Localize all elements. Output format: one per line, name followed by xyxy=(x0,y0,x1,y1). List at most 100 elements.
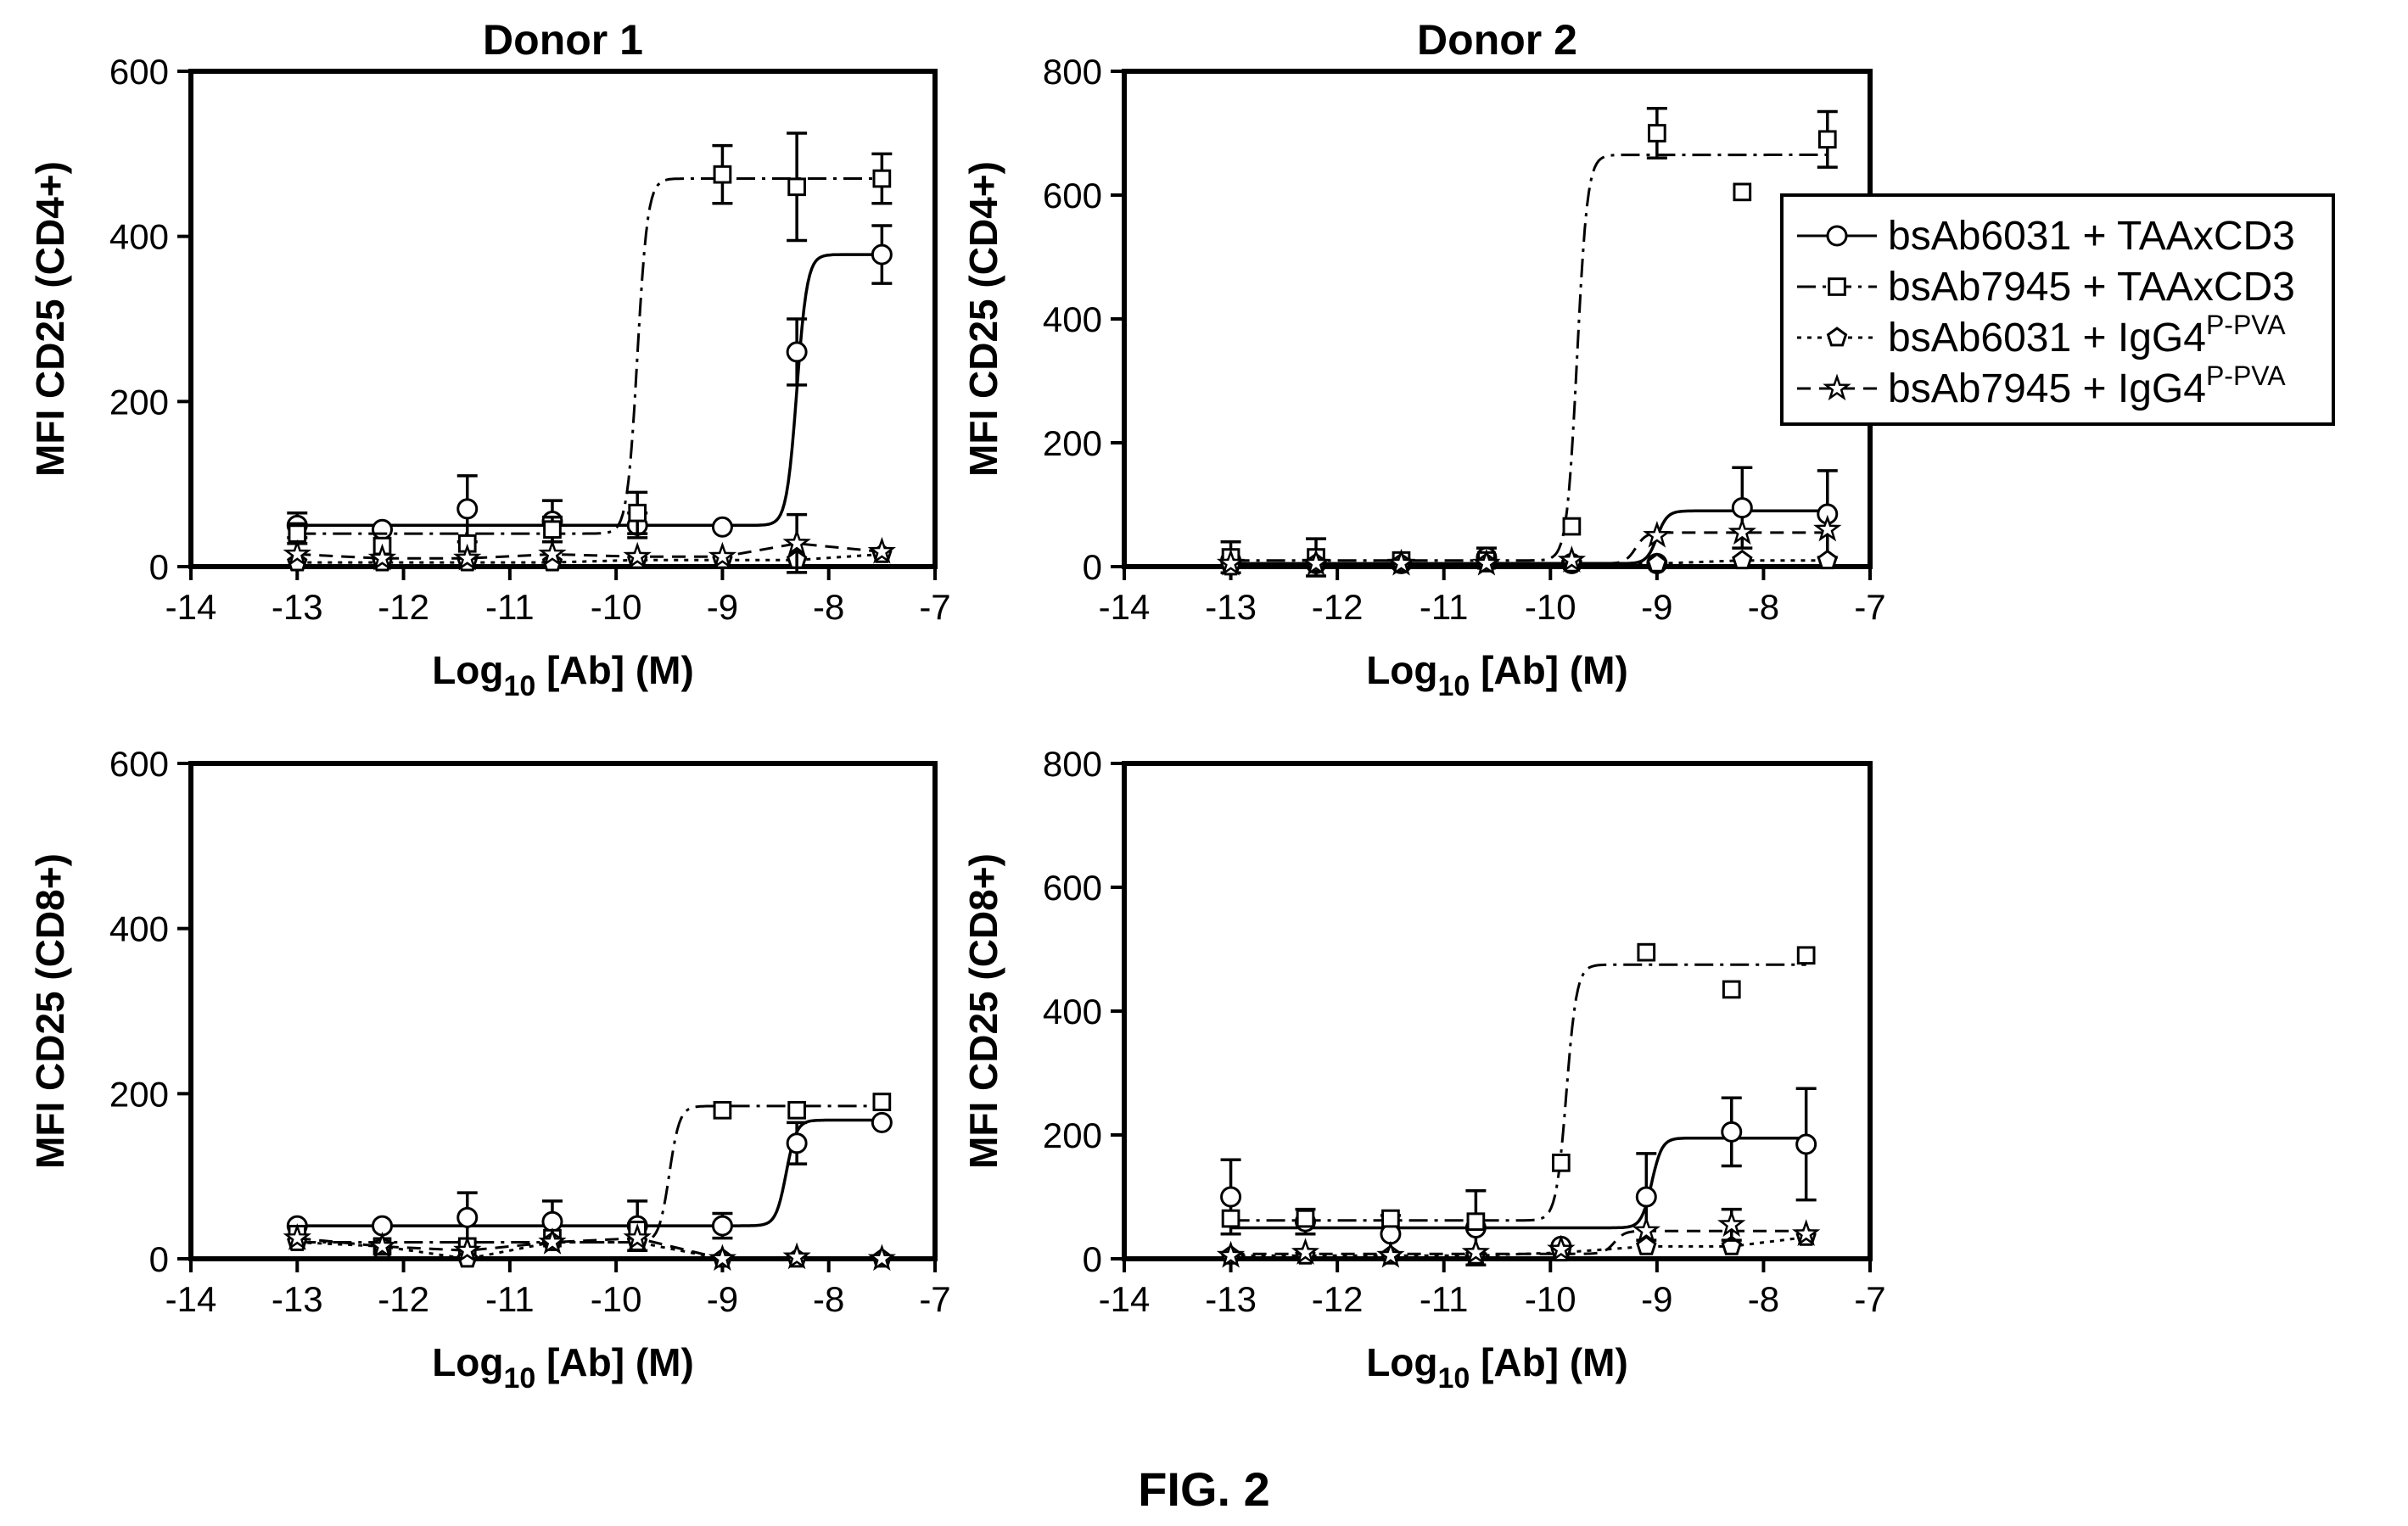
y-tick-label: 200 xyxy=(109,382,169,422)
x-tick-label: -12 xyxy=(1312,587,1364,627)
data-point xyxy=(1817,549,1838,570)
data-point xyxy=(1291,1238,1320,1265)
data-point xyxy=(1817,130,1837,149)
x-tick-label: -11 xyxy=(485,1279,535,1319)
data-point xyxy=(1643,521,1672,548)
series-curve xyxy=(1230,1136,1806,1230)
data-point xyxy=(711,516,733,538)
y-tick-label: 600 xyxy=(109,744,169,784)
data-point xyxy=(283,539,312,567)
legend-label: bsAb6031 + IgG4P-PVA xyxy=(1888,310,2286,361)
x-tick-label: -12 xyxy=(378,587,429,627)
data-point xyxy=(1562,517,1582,536)
data-point xyxy=(787,177,806,197)
data-point xyxy=(1635,1186,1657,1208)
data-point xyxy=(538,539,567,567)
data-point xyxy=(1732,549,1753,570)
x-tick-label: -11 xyxy=(1420,587,1469,627)
data-point xyxy=(1461,1238,1491,1265)
x-tick-label: -7 xyxy=(1854,587,1885,627)
plot-frame xyxy=(1122,761,1873,1261)
data-point xyxy=(872,169,892,188)
data-point xyxy=(1386,548,1416,576)
data-point xyxy=(787,1100,806,1120)
data-point xyxy=(453,543,482,571)
series-curve xyxy=(297,253,882,528)
figure-caption: FIG. 2 xyxy=(1138,1462,1270,1516)
data-point xyxy=(456,1206,479,1228)
x-axis-label: Log10 [Ab] (M) xyxy=(432,648,694,702)
series-2 xyxy=(1221,942,1816,1232)
x-tick-label: -7 xyxy=(919,587,950,627)
legend-marker xyxy=(1823,373,1851,401)
data-point xyxy=(782,528,811,556)
data-point xyxy=(713,1100,732,1120)
data-point xyxy=(786,341,808,363)
data-point xyxy=(1216,1240,1246,1268)
data-point xyxy=(1791,1219,1821,1246)
x-tick-label: -10 xyxy=(1525,587,1576,627)
legend-label-text: bsAb7945 + IgG4 xyxy=(1888,366,2206,411)
x-tick-label: -7 xyxy=(1854,1279,1885,1319)
x-tick-label: -13 xyxy=(1205,1279,1257,1319)
data-point xyxy=(1721,1121,1743,1143)
x-tick-label: -9 xyxy=(1641,1279,1672,1319)
x-axis-label-part: [Ab] (M) xyxy=(1470,1340,1627,1384)
data-point xyxy=(1221,1209,1240,1228)
data-point xyxy=(367,543,397,571)
data-point xyxy=(1637,942,1656,962)
series-curve xyxy=(297,1237,882,1260)
data-point xyxy=(367,1231,397,1259)
x-tick-label: -14 xyxy=(1099,587,1151,627)
legend-label: bsAb6031 + TAAxCD3 xyxy=(1888,214,2295,259)
data-point xyxy=(1731,497,1753,519)
x-tick-label: -14 xyxy=(165,587,217,627)
legend-entry: bsAb6031 + IgG4P-PVA xyxy=(1797,310,2286,361)
y-tick-label: 600 xyxy=(109,52,169,92)
data-point xyxy=(711,1215,733,1237)
data-point xyxy=(1472,548,1501,576)
y-tick-label: 400 xyxy=(109,909,169,949)
y-tick-label: 0 xyxy=(1083,547,1102,587)
x-axis-label-part: [Ab] (M) xyxy=(535,648,693,692)
x-tick-label: -13 xyxy=(272,587,323,627)
data-point xyxy=(708,541,737,569)
legend-marker xyxy=(1826,225,1848,247)
x-axis-label-part: [Ab] (M) xyxy=(535,1340,693,1384)
series-1 xyxy=(1220,1087,1817,1267)
plot-frame xyxy=(1122,69,1873,569)
data-point xyxy=(1557,545,1587,573)
x-axis-label: Log10 [Ab] (M) xyxy=(432,1340,694,1395)
series-curve xyxy=(1230,154,1828,562)
data-point xyxy=(1376,1240,1405,1268)
y-tick-label: 0 xyxy=(149,547,169,587)
x-tick-label: -8 xyxy=(1748,587,1779,627)
data-point xyxy=(1636,1235,1657,1255)
panel-title: Donor 1 xyxy=(483,16,643,64)
x-tick-label: -13 xyxy=(1205,587,1257,627)
data-point xyxy=(456,498,479,520)
legend-label-text: bsAb6031 + IgG4 xyxy=(1888,316,2206,361)
data-point xyxy=(1302,548,1330,576)
data-point xyxy=(1551,1154,1571,1172)
x-tick-label: -11 xyxy=(485,587,535,627)
chart-panel-4: 0 200 400 600 800 -14 -13 -12 -11 -10 -9 -8 -7 Log10 … xyxy=(961,744,1886,1395)
legend-entry: bsAb7945 + IgG4P-PVA xyxy=(1797,361,2286,411)
y-tick-label: 400 xyxy=(109,217,169,257)
data-point xyxy=(283,1223,312,1250)
series-curve xyxy=(1230,963,1806,1222)
y-tick-label: 400 xyxy=(1043,299,1102,339)
x-tick-label: -10 xyxy=(1525,1279,1576,1319)
data-point xyxy=(1381,1209,1400,1228)
series-curve xyxy=(297,177,882,535)
x-axis-label-part: Log xyxy=(432,1340,503,1384)
panels-group: Donor 1 0 200 400 600 -14 -13 -12 -11 -10 -9 -8 -7 Lo… xyxy=(28,16,1886,1395)
data-point xyxy=(1728,517,1757,545)
data-point xyxy=(288,524,307,543)
plot-frame xyxy=(188,69,938,569)
data-point xyxy=(1722,980,1741,999)
legend-marker xyxy=(1826,327,1848,347)
data-point xyxy=(782,1242,811,1270)
